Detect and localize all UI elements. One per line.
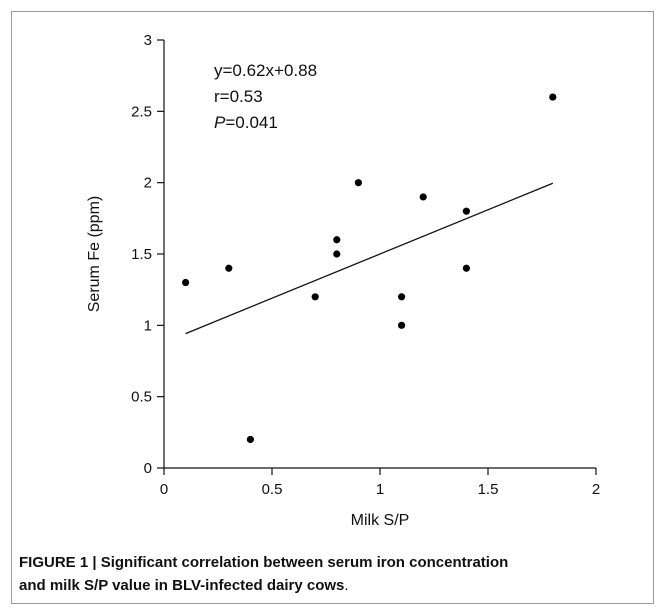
data-point [311,293,319,301]
p-annotation: P=0.041 [214,113,278,132]
x-tick-label: 1.5 [478,481,499,498]
y-tick-label: 2.5 [131,103,152,120]
ticks: 0 0.5 1 1.5 2 0 0.5 1 1.5 2 2.5 3 [131,32,600,498]
caption-rest: and milk S/P value in BLV-infected dairy… [19,577,345,594]
x-tick-label: 1 [376,481,384,498]
data-point [398,321,406,329]
y-tick-label: 0 [144,460,152,477]
data-point [225,264,233,272]
p-symbol: P [214,113,226,132]
data-point [182,278,190,287]
y-tick-label: 1 [144,317,152,334]
data-point [462,207,470,215]
data-point [333,236,341,244]
caption-end: . [344,577,349,594]
caption-lead: FIGURE 1 | Significant correlation betwe… [19,554,509,571]
y-tick-label: 2 [144,175,152,192]
data-point [462,264,470,272]
scatter-plot: 0 0.5 1 1.5 2 0 0.5 1 1.5 2 2.5 3 Milk S/P Serum Fe… [86,32,600,529]
points-group [182,93,557,444]
x-tick-label: 0 [160,481,168,498]
x-tick-label: 0.5 [262,481,283,498]
data-point [354,179,362,187]
y-tick-label: 0.5 [131,389,152,406]
data-point [333,250,341,258]
figure-frame [11,11,654,604]
data-point [419,193,427,201]
trendline-group [185,182,554,335]
data-point [398,293,406,301]
data-point [246,435,254,444]
trendline [185,182,554,335]
data-point [549,93,557,101]
p-value: =0.041 [225,113,277,132]
y-tick-label: 1.5 [131,246,152,263]
x-tick-label: 2 [592,481,600,498]
y-axis-label: Serum Fe (ppm) [86,196,103,312]
figure-caption: FIGURE 1 | Significant correlation betwe… [19,551,649,597]
y-tick-label: 3 [144,32,152,49]
equation-annotation: y=0.62x+0.88 [214,61,317,80]
r-annotation: r=0.53 [214,87,263,106]
x-axis-label: Milk S/P [351,512,410,529]
